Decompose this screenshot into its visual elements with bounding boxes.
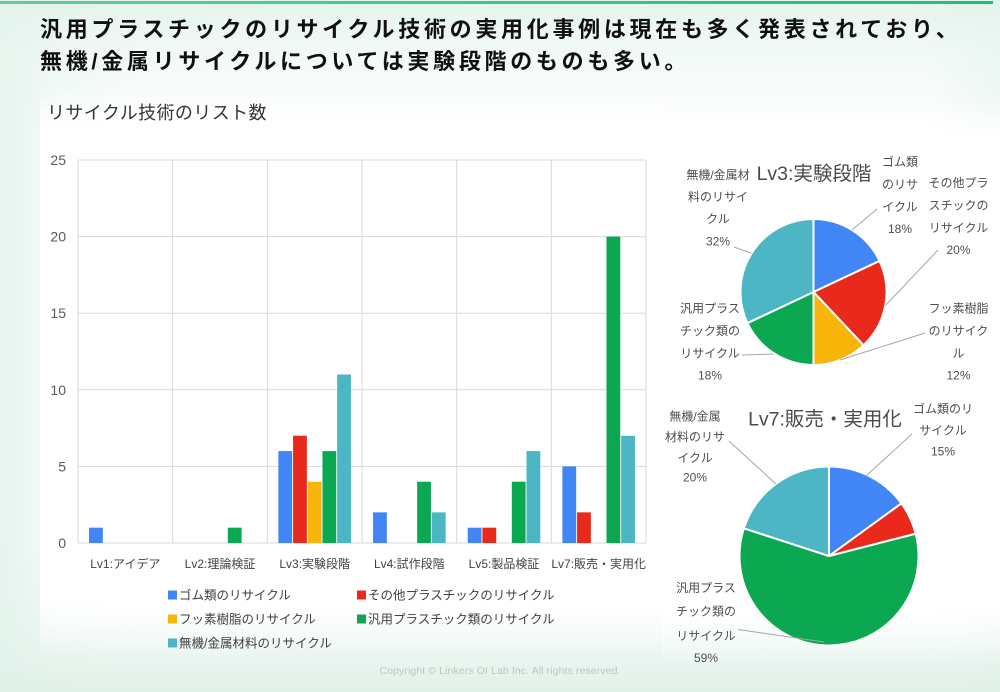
svg-text:スチックの: スチックの (928, 199, 988, 213)
svg-text:ゴム類のリサイクル: ゴム類のリサイクル (179, 588, 291, 603)
svg-text:ル: ル (952, 347, 964, 361)
svg-text:15%: 15% (931, 445, 955, 459)
svg-text:Lv3:実験段階: Lv3:実験段階 (279, 556, 350, 571)
svg-text:その他プラ: その他プラ (928, 176, 988, 190)
svg-text:料のリサイ: 料のリサイ (688, 190, 748, 204)
svg-text:クル: クル (706, 212, 730, 226)
svg-text:15: 15 (50, 305, 66, 321)
svg-text:汎用プラスチック類のリサイクル: 汎用プラスチック類のリサイクル (368, 613, 555, 627)
svg-text:Lv3:実験段階: Lv3:実験段階 (757, 163, 872, 185)
svg-text:汎用プラス: 汎用プラス (680, 302, 740, 316)
svg-text:リサイクル: リサイクル (676, 629, 735, 643)
svg-text:のリサ: のリサ (882, 178, 918, 192)
svg-text:フッ素樹脂: フッ素樹脂 (928, 301, 988, 316)
svg-text:0: 0 (58, 535, 66, 551)
svg-text:Lv1:アイデア: Lv1:アイデア (90, 556, 160, 571)
svg-text:10: 10 (50, 382, 66, 398)
svg-text:20: 20 (50, 229, 66, 245)
svg-text:Lv5:製品検証: Lv5:製品検証 (469, 557, 540, 571)
svg-text:Lv4:試作段階: Lv4:試作段階 (374, 556, 445, 571)
svg-text:Lv2:理論検証: Lv2:理論検証 (185, 556, 256, 571)
svg-text:その他プラスチックのリサイクル: その他プラスチックのリサイクル (368, 589, 555, 603)
svg-text:イクル: イクル (882, 200, 917, 214)
svg-text:ゴム類: ゴム類 (882, 154, 918, 169)
svg-text:5: 5 (58, 458, 66, 474)
svg-text:無機/金属: 無機/金属 (669, 409, 720, 424)
svg-text:チック類の: チック類の (676, 604, 736, 618)
svg-text:Lv7:販売・実用化: Lv7:販売・実用化 (551, 556, 646, 571)
svg-text:18%: 18% (888, 222, 912, 236)
svg-text:25: 25 (50, 152, 66, 168)
svg-text:32%: 32% (706, 235, 730, 249)
svg-text:無機/金属材: 無機/金属材 (686, 167, 749, 182)
svg-text:20%: 20% (683, 471, 707, 485)
svg-text:ゴム類のリ: ゴム類のリ (913, 401, 973, 416)
svg-text:20%: 20% (946, 243, 970, 257)
svg-text:59%: 59% (694, 651, 718, 665)
svg-text:12%: 12% (946, 369, 970, 383)
svg-text:リサイクル: リサイクル (929, 221, 988, 235)
svg-text:汎用プラス: 汎用プラス (676, 581, 736, 595)
svg-text:リサイクル: リサイクル (680, 347, 739, 361)
svg-text:サイクル: サイクル (919, 424, 966, 438)
svg-text:のリサイク: のリサイク (929, 324, 989, 338)
svg-text:イクル: イクル (677, 451, 712, 465)
svg-text:フッ素樹脂のリサイクル: フッ素樹脂のリサイクル (179, 612, 316, 627)
svg-text:Lv7:販売・実用化: Lv7:販売・実用化 (748, 409, 902, 431)
svg-text:チック類の: チック類の (680, 324, 740, 338)
svg-text:無機/金属材料のリサイクル: 無機/金属材料のリサイクル (179, 636, 332, 651)
svg-text:材料のリサ: 材料のリサ (665, 430, 725, 444)
svg-text:18%: 18% (698, 369, 722, 383)
